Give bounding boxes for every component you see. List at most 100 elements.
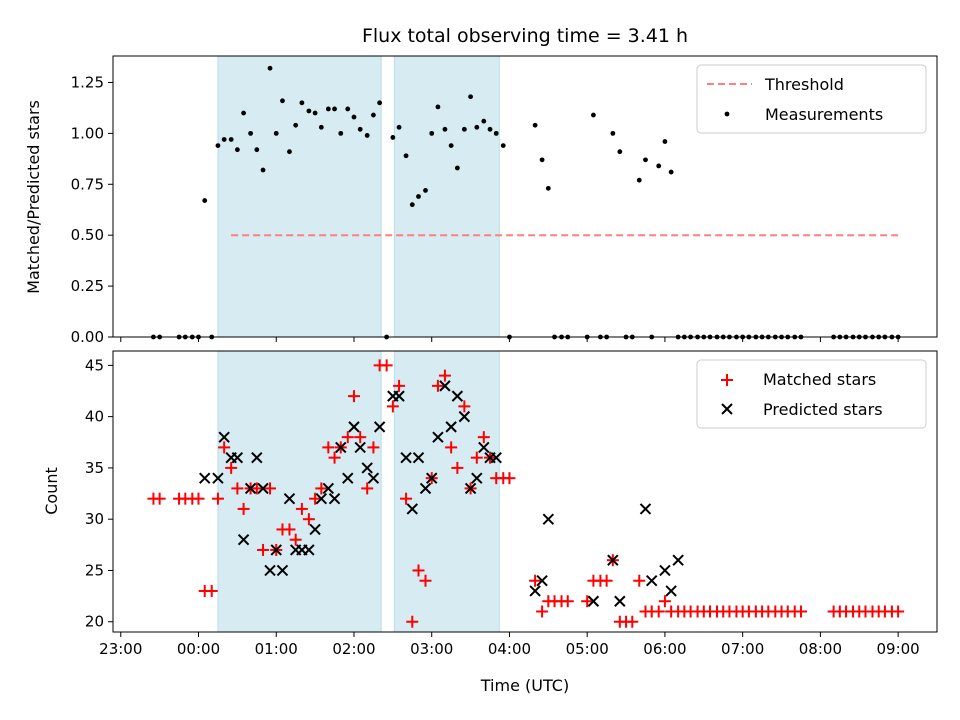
matched-stars-point xyxy=(347,390,360,403)
matched-stars-point xyxy=(361,482,374,495)
predicted-stars-point xyxy=(665,585,677,597)
matched-stars-point xyxy=(315,482,328,495)
matched-stars-point xyxy=(322,441,335,454)
measurement-point xyxy=(306,108,312,114)
y-tick-label: 0.25 xyxy=(71,277,104,295)
predicted-stars-point xyxy=(614,595,626,607)
matched-stars-point xyxy=(225,461,238,474)
measurement-point xyxy=(248,130,253,136)
bottom-legend-box xyxy=(696,359,927,429)
measurement-point xyxy=(371,112,376,118)
predicted-stars-point xyxy=(536,575,548,587)
predicted-stars-point xyxy=(439,380,451,392)
x-tick-label: 07:00 xyxy=(721,640,764,658)
bottom-legend: Matched stars Predicted stars xyxy=(696,359,927,429)
measurement-point xyxy=(662,139,668,144)
predicted-stars-point xyxy=(426,472,438,484)
matched-stars-point xyxy=(354,431,367,444)
measurement-point xyxy=(656,163,662,169)
measurement-point xyxy=(241,110,246,116)
measurement-point xyxy=(610,130,616,136)
matched-stars-point xyxy=(477,431,490,444)
x-axis-label: Time (UTC) xyxy=(480,676,569,695)
measurement-point xyxy=(591,112,596,118)
matched-stars-point xyxy=(237,502,250,515)
predicted-stars-point xyxy=(322,482,335,495)
legend-matched-marker xyxy=(721,374,733,386)
predicted-stars-point xyxy=(542,513,555,525)
measurement-point xyxy=(234,147,240,153)
top-plot-panel: 0.00 0.25 0.50 0.75 1.00 1.25 Matched/Predict… xyxy=(24,55,938,346)
predicted-stars-point xyxy=(406,503,418,515)
predicted-stars-point xyxy=(276,564,289,577)
predicted-stars-point xyxy=(529,585,541,597)
measurement-point xyxy=(617,149,623,155)
matched-stars-point xyxy=(600,574,613,587)
predicted-stars-point xyxy=(237,533,250,546)
top-plot-frame xyxy=(112,55,938,338)
measurement-point xyxy=(474,124,480,130)
predicted-stars-point xyxy=(607,554,619,566)
predicted-stars-point xyxy=(244,482,257,495)
bottom-y-axis-label: Count xyxy=(42,467,61,515)
legend-matched-label: Matched stars xyxy=(763,370,876,389)
matched-stars-point xyxy=(257,543,270,556)
legend-measurements-label: Measurements xyxy=(765,105,883,124)
x-tick-label: 08:00 xyxy=(799,640,842,658)
predicted-stars-point xyxy=(354,441,366,454)
predicted-stars-point xyxy=(303,544,315,556)
measurement-point xyxy=(377,100,383,106)
predicted-stars-point xyxy=(672,554,684,566)
measurement-point xyxy=(273,130,279,136)
legend-predicted-label: Predicted stars xyxy=(763,400,883,419)
matched-stars-point xyxy=(153,492,166,505)
measurement-point xyxy=(500,143,506,148)
matched-stars-point xyxy=(289,533,302,546)
top-legend: Threshold Measurements xyxy=(696,64,927,134)
matched-stars-point xyxy=(438,369,451,382)
measurement-point xyxy=(221,137,227,142)
measurement-point xyxy=(287,149,292,155)
measurement-point xyxy=(468,94,473,100)
matched-stars-point xyxy=(309,492,322,505)
measurement-point xyxy=(545,185,551,191)
predicted-stars-point xyxy=(367,472,380,484)
predicted-stars-point xyxy=(659,564,671,577)
matched-stars-point xyxy=(211,492,224,505)
predicted-stars-point xyxy=(270,544,282,556)
predicted-stars-point xyxy=(309,523,321,536)
x-tick-label: 04:00 xyxy=(488,640,531,658)
measurement-point xyxy=(357,126,363,132)
predicted-stars-point xyxy=(490,451,502,464)
matched-stars-point xyxy=(283,523,296,536)
matched-stars-point xyxy=(380,359,393,372)
predicted-stars-point xyxy=(328,492,341,505)
measurement-point xyxy=(435,104,441,110)
y-tick-label: 30 xyxy=(85,510,104,528)
predicted-stars-point xyxy=(231,451,244,464)
predicted-stars-point xyxy=(458,410,471,423)
matched-stars-point xyxy=(250,482,263,495)
measurement-point xyxy=(325,106,331,112)
matched-stars-point xyxy=(431,379,444,392)
measurement-point xyxy=(254,147,260,153)
predicted-stars-point xyxy=(646,575,658,587)
predicted-stars-point xyxy=(464,482,477,495)
matched-stars-point xyxy=(658,595,671,608)
predicted-stars-point xyxy=(342,472,354,484)
measurement-point xyxy=(299,100,305,106)
measurement-point xyxy=(487,126,493,132)
matched-stars-point xyxy=(470,451,483,464)
matched-stars-point xyxy=(205,584,218,597)
matched-stars-point xyxy=(652,605,665,618)
predicted-stars-point xyxy=(335,441,347,454)
predicted-stars-point xyxy=(471,472,483,484)
measurement-point xyxy=(461,126,467,132)
chart-title: Flux total observing time = 3.41 h xyxy=(362,25,688,47)
matched-stars-point xyxy=(581,595,594,608)
predicted-stars-point xyxy=(451,390,464,402)
matched-stars-point xyxy=(302,513,315,526)
matched-stars-point xyxy=(419,574,432,587)
matched-stars-point xyxy=(295,502,308,515)
matched-stars-point xyxy=(386,400,399,413)
